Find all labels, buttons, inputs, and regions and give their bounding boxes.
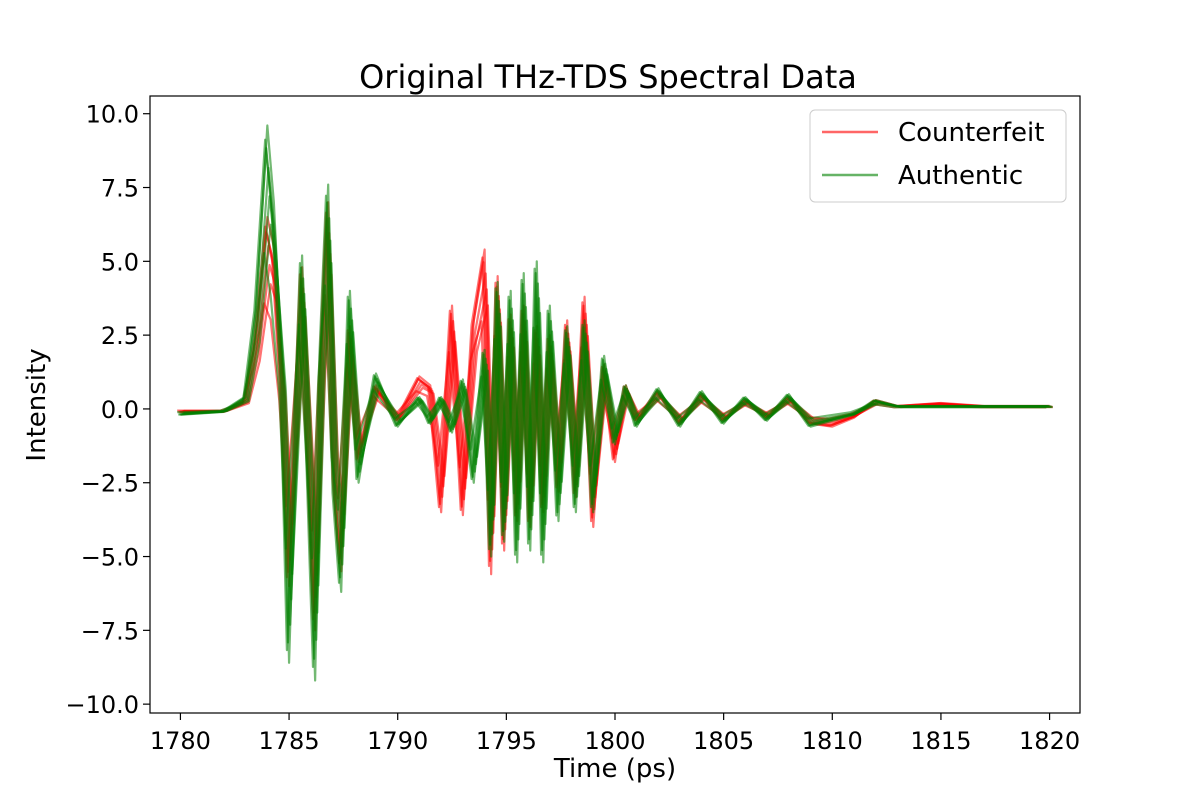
- x-axis: 1780 1785 1790 1795 1800 1805 1810 1815 1820: [150, 713, 1080, 755]
- x-tick-label: 1820: [1019, 727, 1080, 755]
- legend-label-authentic: Authentic: [898, 161, 1023, 191]
- chart-title: Original THz-TDS Spectral Data: [359, 58, 857, 96]
- series-line: [182, 195, 1052, 614]
- y-tick-label: 0.0: [101, 396, 139, 424]
- x-tick-label: 1810: [802, 727, 863, 755]
- y-tick-label: 10.0: [86, 101, 139, 129]
- x-tick-label: 1805: [693, 727, 754, 755]
- series-line: [183, 223, 1053, 587]
- y-tick-label: 7.5: [101, 175, 139, 203]
- x-tick-label: 1800: [584, 727, 645, 755]
- y-tick-label: −2.5: [81, 470, 139, 498]
- y-tick-label: 5.0: [101, 248, 139, 276]
- y-tick-label: −10.0: [65, 691, 139, 719]
- series-authentic: [177, 124, 1053, 682]
- legend-label-counterfeit: Counterfeit: [898, 118, 1044, 148]
- y-axis-label: Intensity: [22, 348, 52, 461]
- series-line: [177, 251, 1047, 560]
- x-tick-label: 1785: [259, 727, 320, 755]
- x-tick-label: 1815: [910, 727, 971, 755]
- series-layer: [177, 124, 1053, 682]
- y-axis: 10.0 7.5 5.0 2.5 0.0 −2.5 −5.0 −7.5 −10.0: [65, 101, 150, 719]
- x-tick-label: 1790: [367, 727, 428, 755]
- x-axis-label: Time (ps): [553, 754, 676, 784]
- legend: Counterfeit Authentic: [809, 109, 1067, 203]
- y-tick-label: 2.5: [101, 322, 139, 350]
- y-tick-label: −5.0: [81, 544, 139, 572]
- y-tick-label: −7.5: [81, 617, 139, 645]
- x-tick-label: 1780: [150, 727, 211, 755]
- x-tick-label: 1795: [476, 727, 537, 755]
